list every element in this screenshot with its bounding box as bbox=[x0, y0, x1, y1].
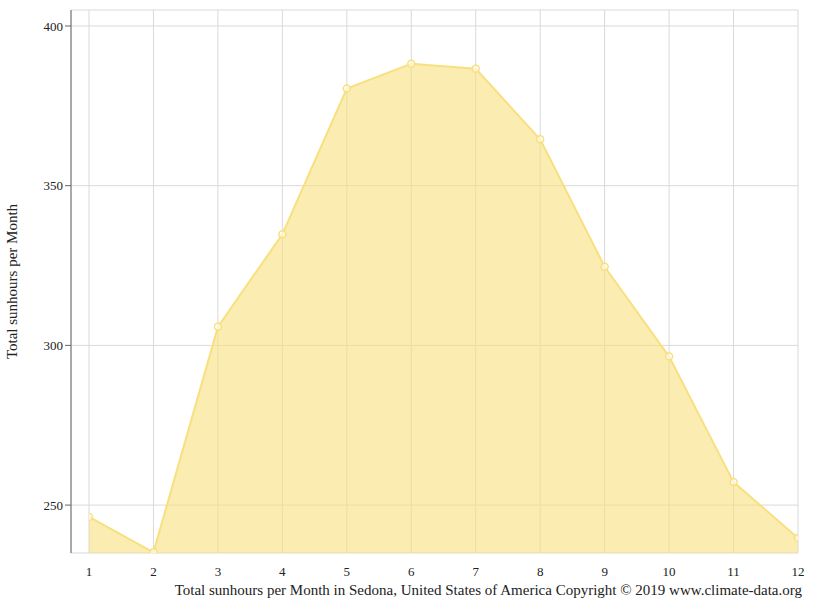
svg-text:10: 10 bbox=[663, 564, 676, 579]
svg-text:2: 2 bbox=[150, 564, 157, 579]
svg-text:9: 9 bbox=[601, 564, 608, 579]
svg-text:Total sunhours per Month: Total sunhours per Month bbox=[8, 203, 20, 359]
svg-text:3: 3 bbox=[215, 564, 222, 579]
svg-text:400: 400 bbox=[44, 19, 64, 34]
svg-text:8: 8 bbox=[537, 564, 544, 579]
svg-text:250: 250 bbox=[44, 498, 64, 513]
svg-text:12: 12 bbox=[792, 564, 805, 579]
svg-text:300: 300 bbox=[44, 338, 64, 353]
svg-text:7: 7 bbox=[472, 564, 479, 579]
svg-text:6: 6 bbox=[408, 564, 415, 579]
html-text:Total sunhours per Month in Se: Total sunhours per Month in Sedona, Unit… bbox=[174, 582, 802, 598]
svg-text:4: 4 bbox=[279, 564, 286, 579]
svg-text:1: 1 bbox=[86, 564, 93, 579]
svg-text:5: 5 bbox=[344, 564, 351, 579]
svg-text:350: 350 bbox=[44, 178, 64, 193]
svg-text:11: 11 bbox=[727, 564, 740, 579]
